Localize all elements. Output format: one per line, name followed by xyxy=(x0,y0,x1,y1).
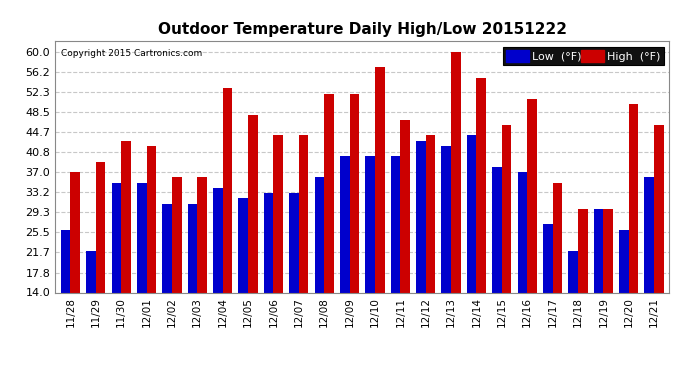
Bar xyxy=(112,183,121,292)
Bar xyxy=(350,94,359,292)
Bar xyxy=(324,94,334,292)
Bar xyxy=(273,135,283,292)
Bar xyxy=(86,251,96,292)
Bar xyxy=(416,141,426,292)
Bar xyxy=(400,120,410,292)
Bar xyxy=(375,68,384,292)
Bar xyxy=(391,156,400,292)
Bar xyxy=(553,183,562,292)
Bar xyxy=(188,204,197,292)
Bar xyxy=(172,177,181,292)
Text: Copyright 2015 Cartronics.com: Copyright 2015 Cartronics.com xyxy=(61,49,203,58)
Bar xyxy=(299,135,308,292)
Bar xyxy=(467,135,476,292)
Bar xyxy=(502,125,511,292)
Bar xyxy=(527,99,537,292)
Bar xyxy=(223,88,233,292)
Bar xyxy=(654,125,664,292)
Bar xyxy=(578,209,588,292)
Bar xyxy=(248,114,257,292)
Bar xyxy=(239,198,248,292)
Bar xyxy=(442,146,451,292)
Bar xyxy=(264,193,273,292)
Bar xyxy=(146,146,156,292)
Bar xyxy=(197,177,207,292)
Bar xyxy=(61,230,70,292)
Bar xyxy=(619,230,629,292)
Bar xyxy=(543,225,553,292)
Bar xyxy=(162,204,172,292)
Bar xyxy=(492,167,502,292)
Bar xyxy=(518,172,527,292)
Bar xyxy=(121,141,131,292)
Bar xyxy=(365,156,375,292)
Bar xyxy=(451,52,461,292)
Bar xyxy=(289,193,299,292)
Bar xyxy=(629,104,638,292)
Title: Outdoor Temperature Daily High/Low 20151222: Outdoor Temperature Daily High/Low 20151… xyxy=(158,22,566,37)
Bar xyxy=(603,209,613,292)
Bar xyxy=(70,172,80,292)
Bar xyxy=(340,156,350,292)
Bar xyxy=(96,162,106,292)
Legend: Low  (°F), High  (°F): Low (°F), High (°F) xyxy=(503,47,664,65)
Bar xyxy=(593,209,603,292)
Bar xyxy=(426,135,435,292)
Bar xyxy=(137,183,146,292)
Bar xyxy=(569,251,578,292)
Bar xyxy=(315,177,324,292)
Bar xyxy=(476,78,486,292)
Bar xyxy=(644,177,654,292)
Bar xyxy=(213,188,223,292)
